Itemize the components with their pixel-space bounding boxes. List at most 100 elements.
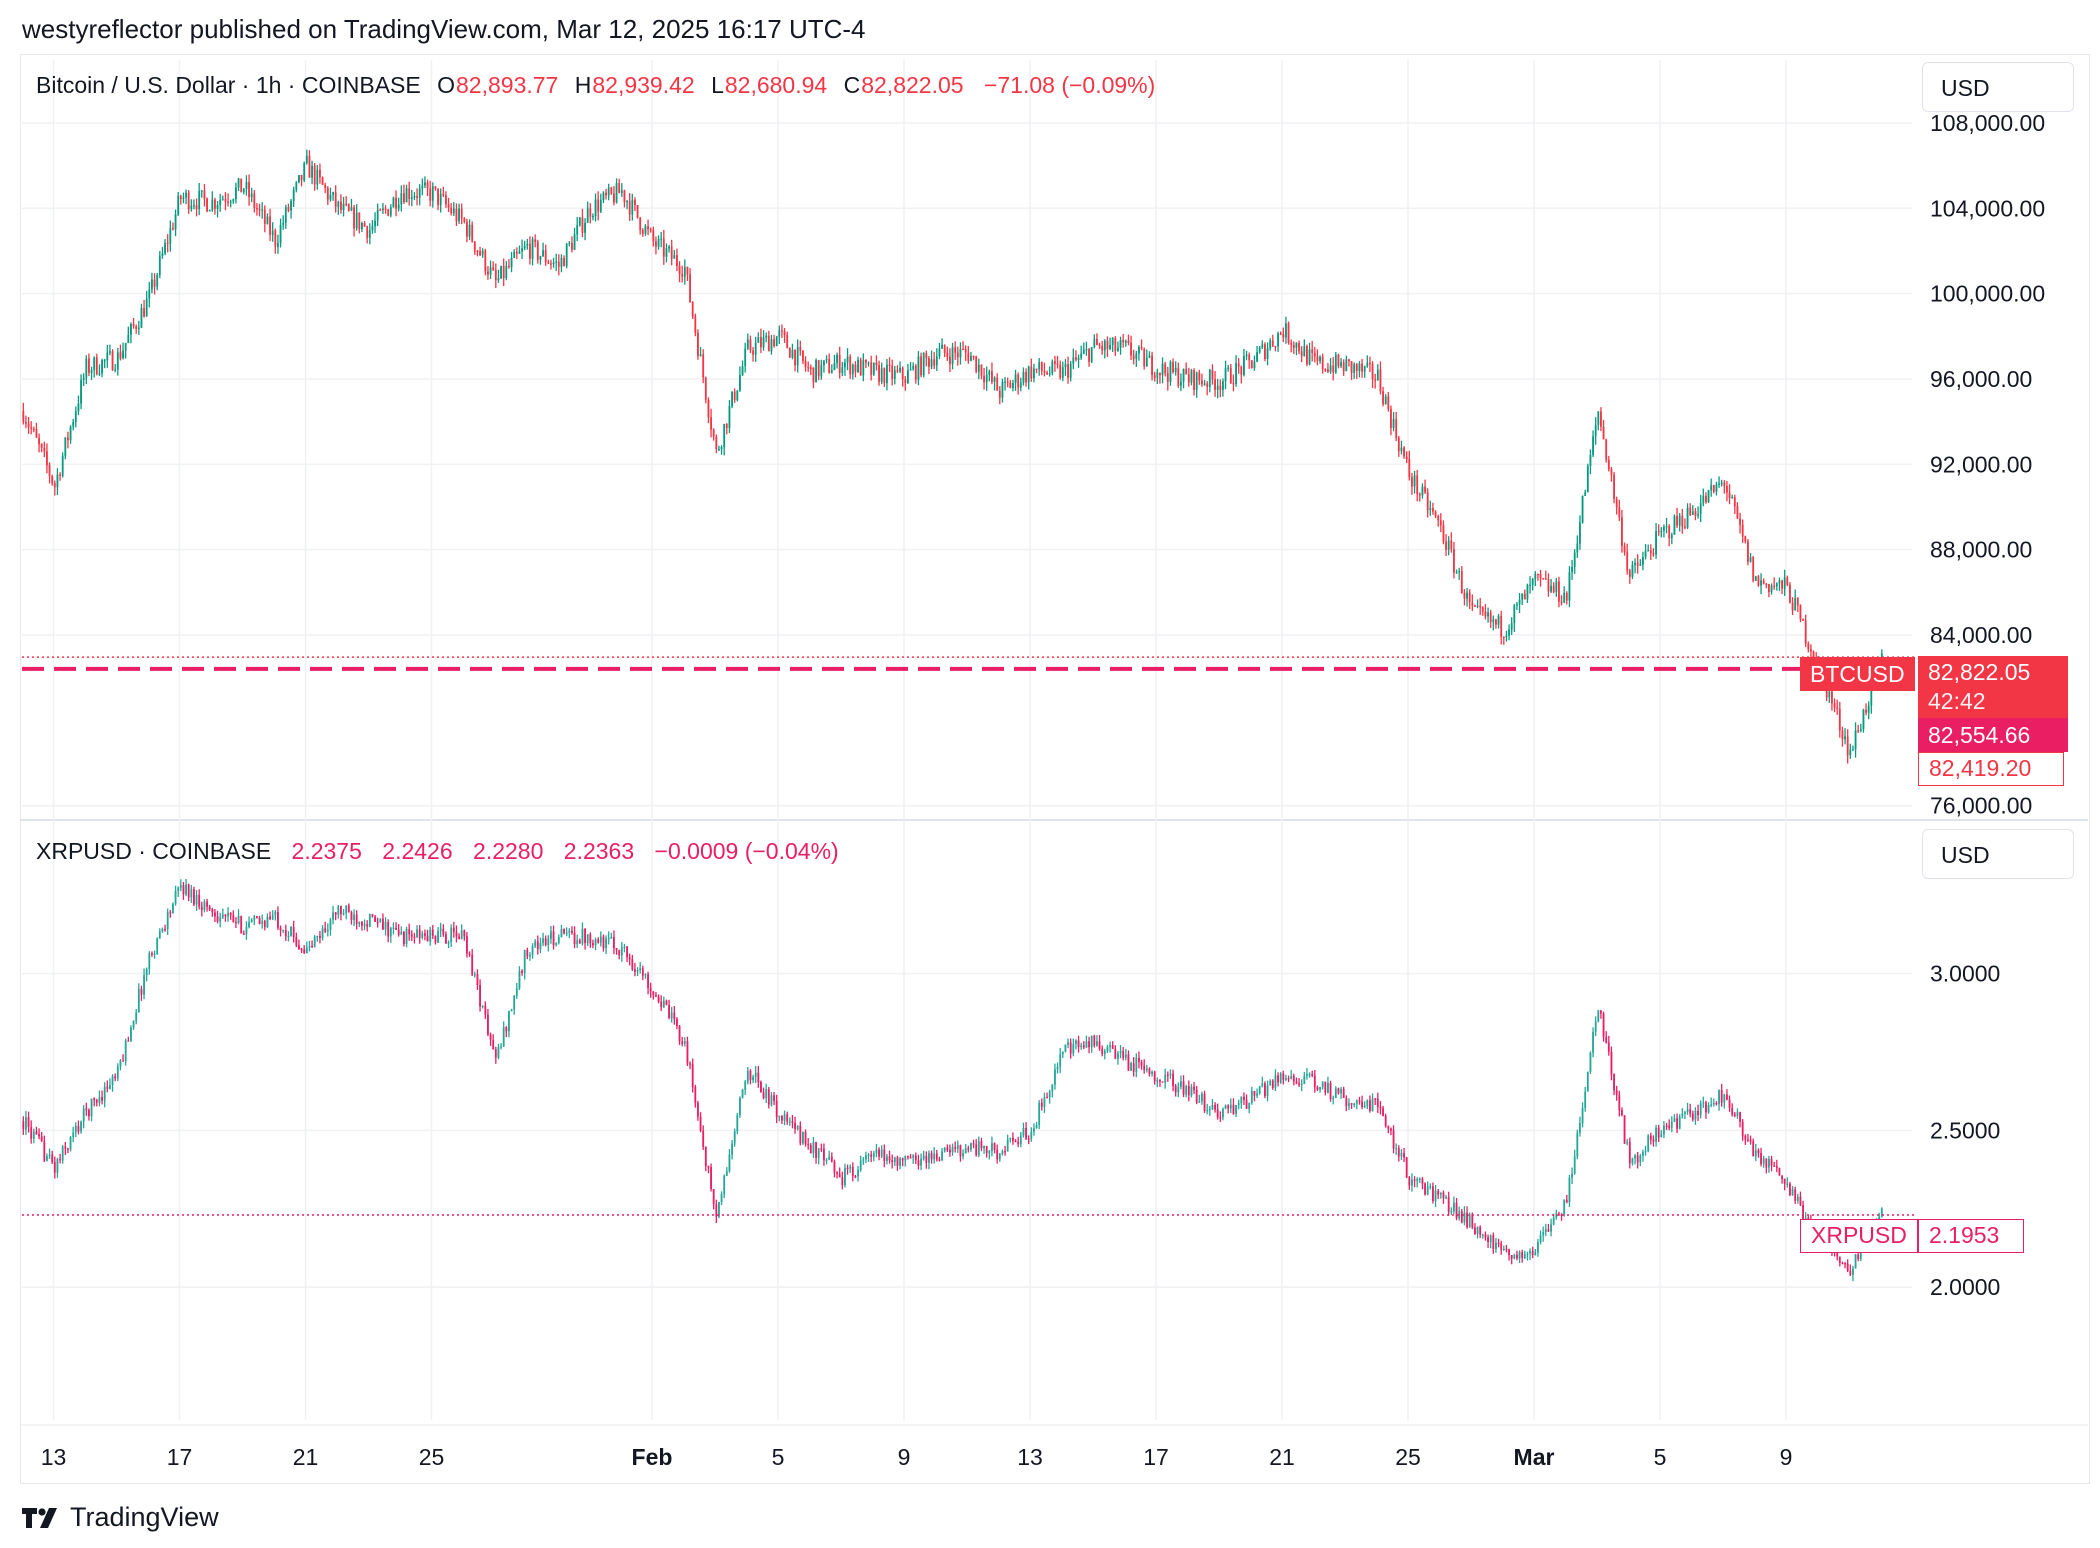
btc-candle-body [1266, 348, 1269, 360]
btc-candle-body [1369, 362, 1371, 365]
btc-candle-body [109, 351, 111, 353]
xrp-symbol[interactable]: XRPUSD · COINBASE [36, 838, 272, 864]
xrp-candle-body [1148, 1068, 1151, 1074]
xrp-candle-body [1408, 1177, 1411, 1186]
xrp-candle-body [481, 1005, 484, 1007]
btc-candle-body [823, 360, 825, 366]
xrp-candle-body [1705, 1102, 1707, 1113]
btc-candle-body [1363, 366, 1366, 372]
btc-candle-body [497, 278, 500, 281]
xrp-candle-body [773, 1095, 775, 1101]
btc-candle-body [1376, 369, 1379, 380]
xrp-candle-body [1232, 1104, 1235, 1114]
btc-low-price-tag: 82,419.20 [1918, 752, 2064, 786]
xrp-candle-body [1075, 1040, 1077, 1045]
xrp-candle-body [689, 1063, 691, 1065]
btc-candle-body [781, 330, 783, 332]
btc-candle-body [1586, 465, 1589, 493]
xrp-candle-body [599, 936, 602, 943]
btc-candle-body [1098, 345, 1101, 347]
xrp-candle-body [1156, 1080, 1159, 1082]
xrp-candle-body [1051, 1084, 1054, 1092]
btc-candle-body [725, 424, 728, 428]
xrp-candle-body [347, 905, 350, 913]
btc-candle-body [277, 242, 279, 247]
btc-candle-body [1560, 601, 1563, 603]
xrp-candle-body [1849, 1270, 1852, 1275]
btc-symbol[interactable]: Bitcoin / U.S. Dollar · 1h · COINBASE [36, 72, 421, 98]
xrp-candle-body [497, 1047, 500, 1058]
xrp-candle-body [972, 1143, 975, 1145]
xrp-candle-body [1426, 1186, 1429, 1195]
xrp-candle-body [1878, 1216, 1881, 1221]
btc-candle-body [1537, 573, 1539, 576]
xrp-candle-body [1229, 1104, 1232, 1109]
xrp-candle-body [1484, 1234, 1487, 1238]
btc-candle-body [1201, 380, 1203, 385]
btc-low-value: 82,680.94 [724, 72, 828, 98]
xrp-candle-body [216, 916, 219, 922]
xrp-candle-body [384, 922, 387, 930]
xrp-candle-body [35, 1131, 38, 1135]
btc-candle-body [476, 250, 479, 252]
chart-frame[interactable] [20, 54, 2090, 1484]
xrp-candle-body [303, 949, 306, 954]
btc-candle-body [613, 193, 615, 203]
btc-candle-body [1752, 557, 1755, 581]
btc-candle-body [198, 190, 201, 210]
xrp-candle-body [1618, 1095, 1621, 1111]
btc-candle-body [1355, 364, 1358, 371]
xrp-candle-body [1707, 1105, 1710, 1113]
xrp-candle-body [676, 1018, 678, 1027]
xrp-candle-body [977, 1141, 980, 1156]
btc-candle-body [529, 243, 531, 259]
btc-candle-body [203, 190, 206, 199]
btc-candle-body [557, 261, 560, 267]
xrp-candle-body [224, 914, 227, 917]
btc-candle-body [849, 356, 852, 375]
btc-candle-body [914, 365, 917, 380]
btc-candle-body [1789, 584, 1791, 603]
xrp-candle-body [962, 1153, 964, 1157]
btc-candle-body [1508, 629, 1510, 636]
xrp-candle-body [980, 1141, 983, 1149]
xrp-candle-body [421, 933, 424, 938]
btc-currency-button[interactable]: USD [1922, 62, 2074, 112]
xrp-candle-body [949, 1149, 951, 1153]
xrp-candle-body [1038, 1102, 1041, 1125]
btc-candle-body [1033, 368, 1035, 379]
xrp-candle-body [930, 1153, 933, 1160]
btc-candle-body [1256, 352, 1258, 362]
xrp-candle-body [334, 912, 337, 915]
xrp-candle-body [434, 935, 437, 943]
xrp-candle-body [77, 1126, 80, 1132]
xrp-candle-body [1592, 1031, 1594, 1053]
btc-candle-body [712, 429, 715, 437]
xrp-candle-body [620, 947, 623, 956]
xrp-candle-body [1636, 1155, 1639, 1163]
xrp-candle-body [1250, 1090, 1253, 1104]
xrp-candle-body [90, 1098, 93, 1117]
xrp-candle-body [1098, 1041, 1101, 1049]
xrp-currency-button[interactable]: USD [1922, 829, 2074, 879]
btc-candle-body [1387, 396, 1390, 410]
xrp-candle-body [502, 1027, 505, 1047]
xrp-candle-body [615, 948, 618, 951]
xrp-candle-body [64, 1146, 67, 1149]
btc-candle-body [1124, 340, 1127, 343]
xrp-candle-body [586, 934, 589, 943]
btc-candle-body [445, 195, 447, 205]
xrp-candle-body [1597, 1010, 1600, 1022]
btc-candle-body [515, 251, 518, 254]
btc-candle-body [424, 182, 426, 186]
btc-candle-body [802, 350, 804, 361]
btc-y-tick-label: 104,000.00 [1930, 195, 2045, 221]
btc-candle-body [652, 230, 655, 242]
xrp-candle-body [870, 1154, 873, 1157]
btc-candle-body [1484, 611, 1487, 617]
btc-candle-body [1516, 604, 1518, 606]
xrp-candle-body [106, 1086, 109, 1089]
xrp-candle-body [1009, 1137, 1012, 1140]
btc-candle-body [1681, 515, 1684, 527]
